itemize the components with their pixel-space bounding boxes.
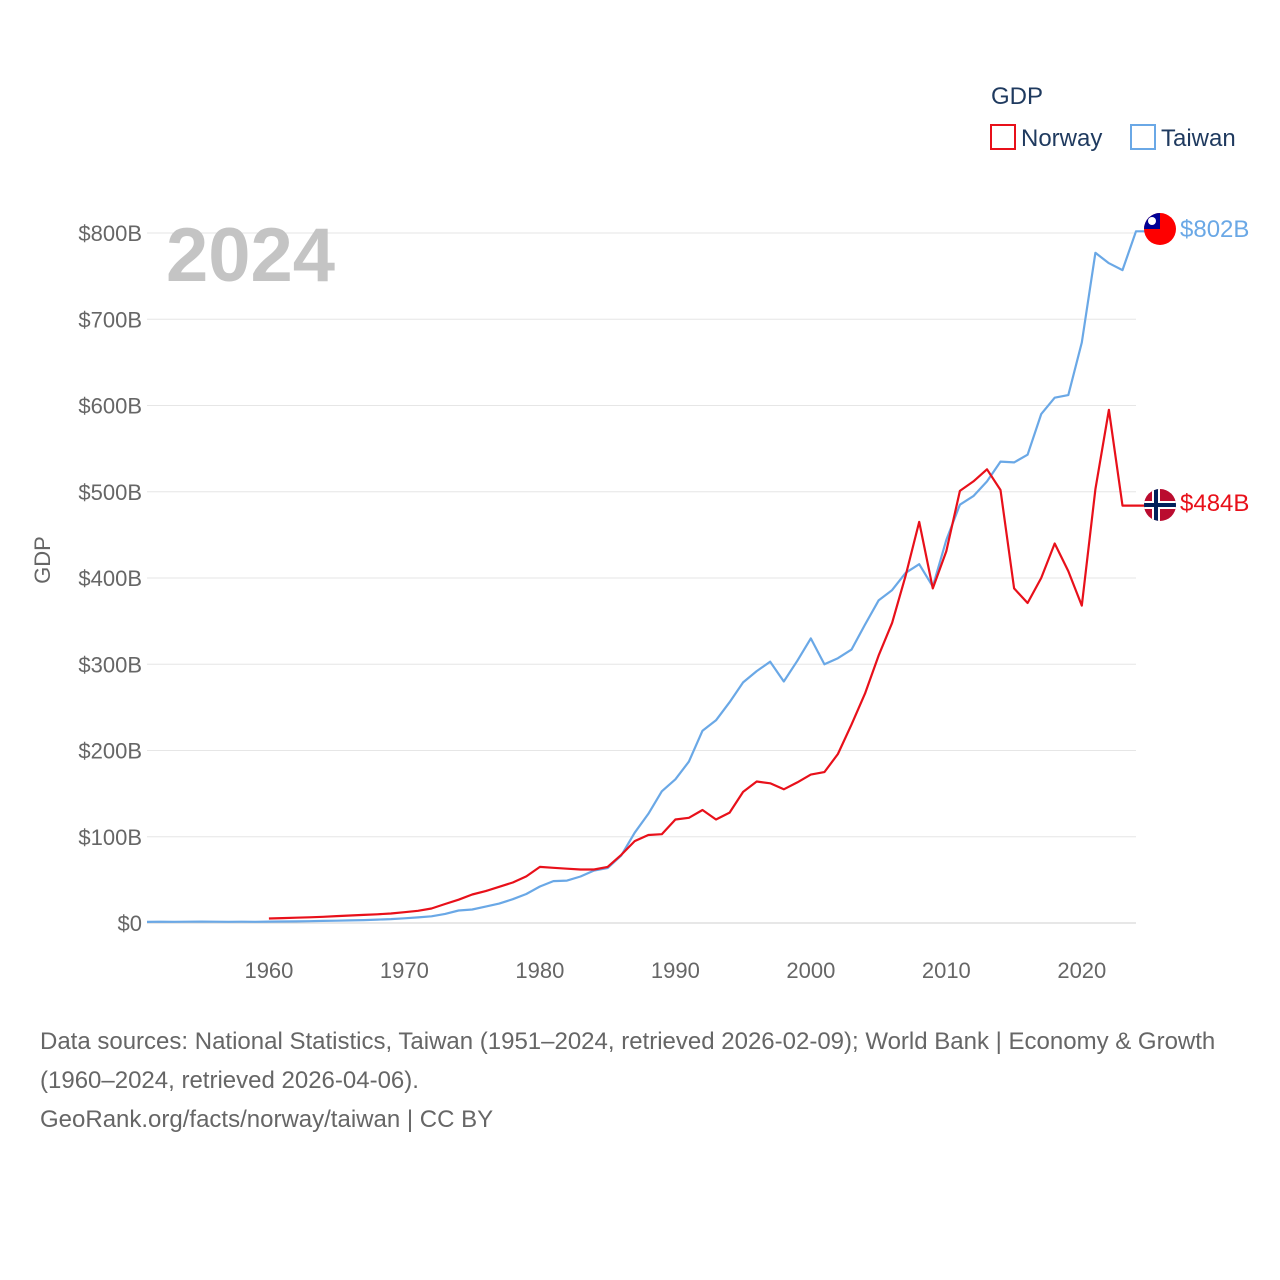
legend-swatch-norway xyxy=(990,124,1016,150)
x-tick-label: 2000 xyxy=(786,958,835,983)
legend-item-norway[interactable]: Norway xyxy=(990,124,1102,152)
x-tick-label: 1980 xyxy=(515,958,564,983)
x-axis: 1960 1970 1980 1990 2000 2010 2020 xyxy=(244,958,1106,983)
attribution-link[interactable]: GeoRank.org/facts/norway/taiwan | CC BY xyxy=(40,1106,494,1133)
y-tick-label: $200B xyxy=(78,739,142,764)
y-axis-title: GDP xyxy=(30,536,55,584)
legend-item-taiwan[interactable]: Taiwan xyxy=(1130,124,1236,152)
x-tick-label: 2020 xyxy=(1057,958,1106,983)
y-tick-label: $700B xyxy=(78,307,142,332)
end-label-taiwan: $802B xyxy=(1180,216,1249,243)
legend-title: GDP xyxy=(991,83,1043,110)
y-tick-label: $500B xyxy=(78,480,142,505)
norway-flag-icon xyxy=(1144,489,1176,521)
y-gridlines xyxy=(147,232,1136,924)
source-text: Data sources: National Statistics, Taiwa… xyxy=(40,1028,1216,1094)
legend: GDP Norway Taiwan xyxy=(990,83,1236,152)
x-tick-label: 1990 xyxy=(651,958,700,983)
x-tick-label: 1960 xyxy=(244,958,293,983)
y-tick-label: $800B xyxy=(78,221,142,246)
legend-label-taiwan: Taiwan xyxy=(1161,125,1236,152)
end-label-norway: $484B xyxy=(1180,490,1249,517)
y-tick-label: $400B xyxy=(78,566,142,591)
legend-swatch-taiwan xyxy=(1130,124,1156,150)
y-tick-label: $0 xyxy=(118,911,142,936)
gdp-line-chart: GDP Norway Taiwan $0 $100B $200B $300B $400B… xyxy=(30,83,1249,983)
legend-label-norway: Norway xyxy=(1021,125,1102,152)
x-tick-label: 2010 xyxy=(922,958,971,983)
x-tick-label: 1970 xyxy=(380,958,429,983)
taiwan-flag-icon xyxy=(1144,213,1176,245)
y-tick-label: $600B xyxy=(78,394,142,419)
source-note: Data sources: National Statistics, Taiwa… xyxy=(40,1022,1240,1139)
year-label: 2024 xyxy=(166,213,335,298)
y-tick-label: $100B xyxy=(78,825,142,850)
y-tick-label: $300B xyxy=(78,652,142,677)
y-axis: $0 $100B $200B $300B $400B $500B $600B $700B $80… xyxy=(78,221,142,936)
series-lines xyxy=(146,230,1146,923)
series-line-taiwan[interactable] xyxy=(146,230,1146,923)
series-line-norway[interactable] xyxy=(268,408,1146,920)
